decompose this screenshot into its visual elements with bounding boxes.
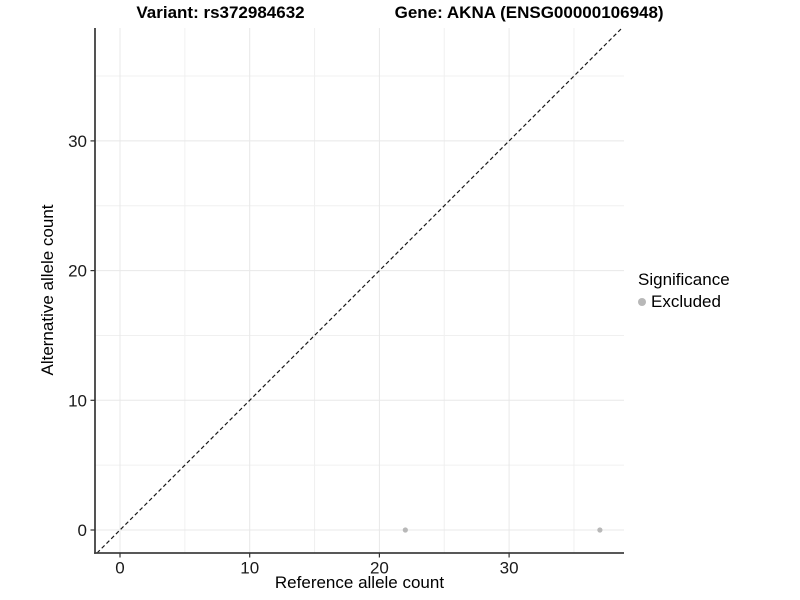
identity-line [96,27,623,554]
legend: Significance Excluded [638,269,730,312]
plot-title-variant: Variant: rs372984632 [136,3,305,22]
data-point [597,527,603,533]
x-tick-label: 30 [500,559,519,578]
x-tick-label: 20 [370,559,389,578]
legend-item-excluded: Excluded [638,292,730,312]
x-tick-label: 10 [240,559,259,578]
y-tick-label: 10 [68,391,87,410]
legend-item-label: Excluded [651,292,721,311]
y-tick-label: 20 [68,262,87,281]
y-tick-label: 0 [78,521,87,540]
y-tick-label: 30 [68,132,87,151]
data-point [402,527,408,533]
legend-point-icon [638,298,646,306]
x-tick-label: 0 [115,559,124,578]
plot-title: Variant: rs372984632 Gene: AKNA (ENSG000… [0,3,800,23]
x-axis-label: Reference allele count [274,573,445,592]
legend-title: Significance [638,270,730,289]
plot-title-gene: Gene: AKNA (ENSG00000106948) [394,3,664,22]
y-axis-label: Alternative allele count [38,204,57,376]
